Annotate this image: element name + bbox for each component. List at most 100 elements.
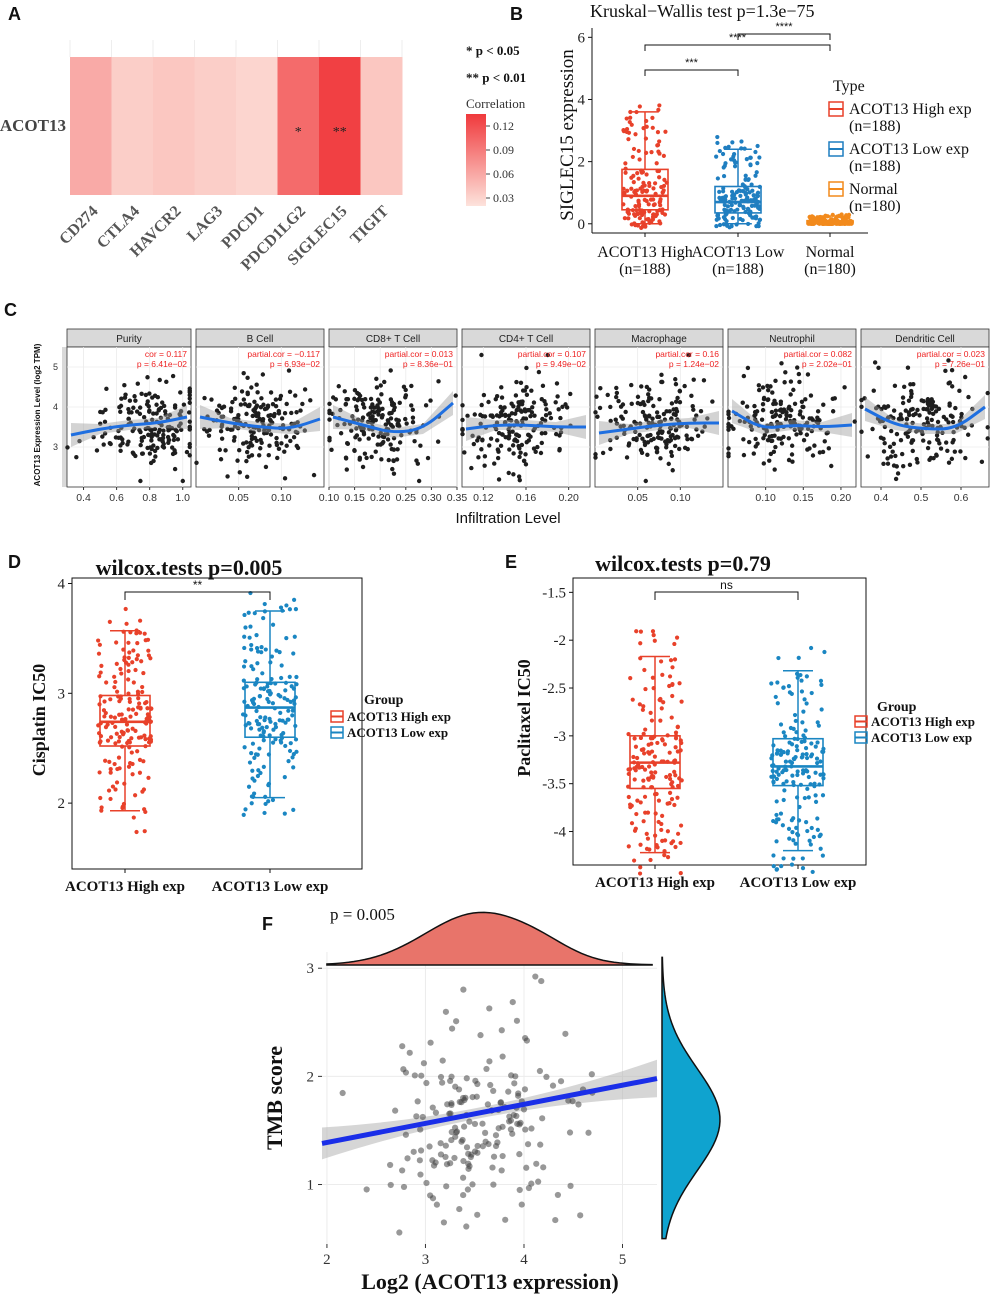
chart-c-point xyxy=(815,409,821,414)
d-plot-point xyxy=(141,759,146,764)
d-plot-point xyxy=(287,674,292,679)
chart-c-point xyxy=(202,395,207,401)
chart-c-point xyxy=(147,409,152,414)
d-plot-point xyxy=(277,718,282,723)
d-plot-point xyxy=(257,722,262,727)
e-plot-point xyxy=(781,797,786,803)
chart-c-point xyxy=(74,454,79,460)
d-plot-point xyxy=(263,647,268,652)
chart-b-point xyxy=(657,151,662,156)
chart-f-point xyxy=(472,1077,479,1084)
chart-c-point xyxy=(726,427,731,432)
d-plot-point xyxy=(140,689,145,695)
e-plot-point xyxy=(787,836,792,841)
chart-c-point xyxy=(275,455,280,461)
d-plot-point xyxy=(242,634,247,639)
chart-c-point xyxy=(694,427,699,432)
e-plot-point xyxy=(649,749,655,754)
chart-c-point xyxy=(410,407,415,413)
chart-c-point xyxy=(749,427,755,432)
e-plot-point xyxy=(793,841,798,846)
e-plot-point xyxy=(667,773,673,778)
chart-f-point xyxy=(429,1195,437,1202)
chart-f-point xyxy=(432,1159,439,1166)
chart-c-point xyxy=(921,422,927,427)
chart-c-point xyxy=(524,439,529,445)
chart-c-point xyxy=(397,440,403,445)
d-plot-point xyxy=(256,768,261,773)
chart-c-point xyxy=(632,419,637,425)
e-plot-point xyxy=(651,633,656,638)
chart-c-point xyxy=(377,400,382,405)
chart-c-point xyxy=(167,427,172,432)
e-plot-point xyxy=(803,728,808,733)
chart-c-point xyxy=(765,437,771,443)
chart-c-point xyxy=(929,406,935,411)
chart-c-point xyxy=(645,440,651,445)
chart-f-point xyxy=(462,1094,469,1101)
chart-c-point xyxy=(409,383,414,389)
chart-c-point xyxy=(695,433,701,438)
e-plot-ytick-label: -2.5 xyxy=(542,681,566,697)
d-plot-point xyxy=(120,805,125,811)
chart-c-point xyxy=(258,437,263,443)
chart-c-point xyxy=(394,457,400,462)
d-plot-point xyxy=(125,728,131,733)
chart-b-point xyxy=(753,203,758,208)
chart-c-point xyxy=(962,374,968,380)
chart-c-point xyxy=(669,449,674,455)
d-plot-point xyxy=(114,780,120,785)
chart-c-point xyxy=(327,417,332,422)
chart-c-point xyxy=(946,381,951,386)
chart-c-point xyxy=(294,410,299,415)
chart-c-point xyxy=(217,447,222,453)
d-plot-point xyxy=(133,667,138,673)
chart-c-point xyxy=(266,453,271,458)
chart-c-point xyxy=(663,439,668,444)
chart-f-point xyxy=(444,1101,451,1108)
chart-f-point xyxy=(588,1071,595,1078)
chart-c-point xyxy=(881,449,887,454)
d-plot-xtick-label: ACOT13 Low exp xyxy=(212,879,329,895)
chart-c-point xyxy=(248,440,253,445)
chart-c-point xyxy=(263,430,268,435)
chart-c-point xyxy=(774,419,780,425)
chart-c-point xyxy=(595,414,600,419)
chart-c-point xyxy=(482,414,488,419)
chart-c-point xyxy=(140,451,146,456)
chart-c-point xyxy=(540,383,546,389)
chart-c-point xyxy=(965,432,971,437)
chart-c-point xyxy=(506,417,512,422)
chart-c-point xyxy=(133,398,138,403)
chart-b-point xyxy=(730,140,735,145)
chart-c-point xyxy=(510,429,515,434)
chart-b-point xyxy=(633,203,638,209)
chart-b-point xyxy=(632,213,638,218)
e-plot-point xyxy=(781,768,786,773)
d-plot-point xyxy=(266,799,271,804)
chart-c-point xyxy=(770,414,776,420)
d-plot-point xyxy=(130,707,136,712)
chart-c-point xyxy=(658,456,663,461)
chart-c-point xyxy=(511,472,516,477)
chart-b-ytick-label: 4 xyxy=(578,92,586,108)
d-plot-point xyxy=(286,758,291,764)
chart-f-xtick-label: 3 xyxy=(422,1252,430,1268)
heatmap-cell-labels: * ** xyxy=(295,125,347,140)
chart-f-point xyxy=(442,1142,449,1149)
chart-c-point xyxy=(524,392,530,397)
d-plot-point xyxy=(279,740,284,745)
chart-c-point xyxy=(646,420,652,426)
e-plot-point xyxy=(651,775,656,780)
chart-c-point xyxy=(273,404,279,409)
e-plot-point xyxy=(790,773,795,778)
e-plot-point xyxy=(632,736,637,741)
chart-c-point xyxy=(503,420,508,425)
chart-c-point xyxy=(799,399,805,404)
e-plot-point xyxy=(815,816,820,821)
chart-c-point xyxy=(274,442,280,448)
d-plot-point xyxy=(260,671,265,676)
e-plot-point xyxy=(678,823,684,828)
chart-c-point xyxy=(506,470,511,476)
chart-b-point xyxy=(807,214,812,220)
